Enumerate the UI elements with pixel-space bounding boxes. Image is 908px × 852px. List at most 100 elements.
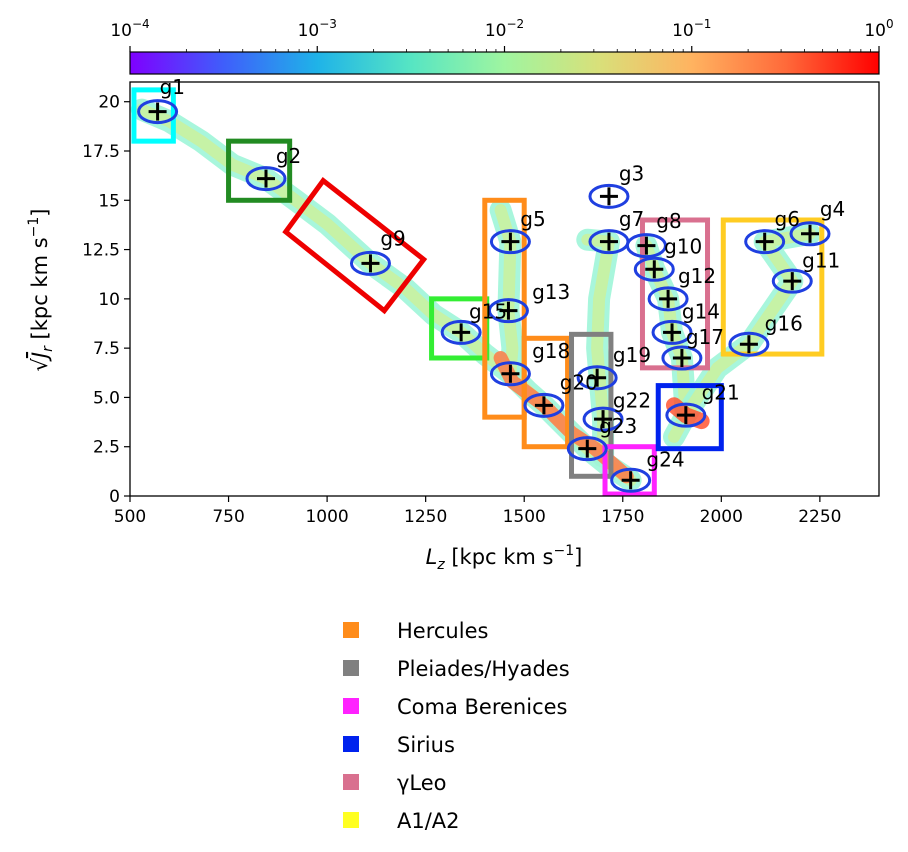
group-label: g5 [520, 207, 545, 231]
group-ellipse [771, 268, 813, 294]
group-ellipse [610, 467, 652, 493]
legend: Hercules Pleiades/Hyades Coma Berenices Sir… [343, 619, 570, 833]
group-label: g19 [613, 343, 651, 367]
group-label: g23 [599, 414, 637, 438]
colorbar-tick-label: 10−1 [672, 17, 711, 41]
sirius-box [655, 383, 724, 452]
group-g5: g5 [489, 207, 546, 255]
x-tick-label: 1750 [601, 507, 644, 527]
y-tick-label: 20 [98, 93, 120, 113]
colorbar-tick-label: 10−4 [110, 17, 149, 41]
legend-item: A1/A2 [343, 809, 460, 833]
y-tick-label: 2.5 [93, 438, 120, 458]
y-tick-label: 7.5 [93, 339, 120, 359]
group-ellipse [245, 166, 287, 192]
x-tick-label: 1250 [404, 507, 447, 527]
group-g1: g1 [137, 75, 185, 125]
group-ellipse [566, 436, 608, 462]
group-ellipse [582, 406, 624, 432]
group-label: g4 [820, 197, 845, 221]
y-tick-label: 0 [109, 487, 120, 507]
colorbar: 10−4 10−3 10−2 10−1 100 [110, 17, 894, 75]
group-ellipse [137, 99, 179, 125]
g9-box [282, 177, 428, 315]
colorbar-tick-label: 10−3 [298, 17, 337, 41]
group-label: g7 [619, 207, 644, 231]
group-ellipse [588, 183, 630, 209]
legend-label: Coma Berenices [397, 695, 567, 719]
group-ellipse [489, 229, 531, 255]
y-tick-label: 17.5 [82, 142, 120, 162]
x-axis-ticks: 500 750 1000 1250 1500 1750 2000 2250 [114, 496, 842, 527]
y-tick-label: 10 [98, 290, 120, 310]
group-label: g16 [765, 311, 803, 335]
x-tick-label: 1500 [503, 507, 546, 527]
g1-box [131, 87, 176, 144]
group-g19: g19 [576, 343, 651, 391]
legend-swatch [343, 698, 359, 714]
colorbar-bar [129, 51, 880, 75]
legend-swatch [343, 622, 359, 638]
group-label: g8 [656, 209, 681, 233]
group-label: g11 [802, 248, 840, 272]
legend-swatch [343, 812, 359, 828]
svg-text:√Jr [kpc km s−1]: √Jr [kpc km s−1] [26, 208, 56, 371]
group-ellipse [661, 345, 703, 371]
y-tick-label: 5.0 [93, 388, 120, 408]
legend-label: Pleiades/Hyades [397, 657, 570, 681]
group-label: g22 [613, 388, 651, 412]
x-tick-label: 750 [212, 507, 244, 527]
coma-box [602, 444, 657, 497]
x-tick-label: 2250 [798, 507, 841, 527]
x-tick-label: 500 [114, 507, 146, 527]
group-ellipse [576, 365, 618, 391]
colorbar-ticks: 10−4 10−3 10−2 10−1 100 [110, 17, 894, 52]
group-ellipse [633, 256, 675, 282]
group-g6: g6 [744, 207, 800, 255]
legend-swatch [343, 774, 359, 790]
group-g24: g24 [610, 447, 685, 493]
group-label: g1 [160, 75, 185, 99]
group-g11: g11 [771, 248, 840, 294]
legend-swatch [343, 736, 359, 752]
x-tick-label: 2000 [700, 507, 743, 527]
group-ellipse [651, 319, 693, 345]
group-label: g3 [619, 162, 644, 186]
a1a2-box [720, 217, 825, 357]
x-tick-label: 1000 [305, 507, 348, 527]
group-label: g20 [560, 371, 598, 395]
group-label: g21 [702, 380, 740, 404]
group-g15: g15 [440, 300, 507, 345]
plot-frame [129, 81, 880, 497]
legend-item: Hercules [343, 619, 488, 643]
group-ellipse [647, 286, 689, 312]
group-g10: g10 [633, 235, 702, 282]
y-tick-label: 12.5 [82, 241, 120, 261]
group-ellipse [665, 402, 707, 428]
group-g14: g14 [651, 300, 720, 345]
legend-item: γLeo [343, 771, 447, 795]
group-g3: g3 [588, 162, 644, 209]
group-ellipse [728, 331, 770, 357]
plot-area: g1 g2 g3 g4 g5 g6 g7 g8 g9 g10 g11 g12 g13 g14 g15 g16 g… [82, 75, 880, 527]
group-g16: g16 [728, 311, 803, 357]
colorbar-tick-label: 10−2 [485, 17, 524, 41]
group-label: g24 [646, 447, 684, 471]
group-g8: g8 [625, 209, 682, 259]
group-ellipse [625, 233, 667, 259]
group-ellipse [487, 298, 529, 324]
group-g9: g9 [349, 227, 406, 276]
hercules-box-2 [521, 335, 571, 450]
group-ellipse [349, 250, 391, 276]
group-g13: g13 [487, 280, 570, 324]
group-g20: g20 [523, 371, 598, 418]
group-label: g15 [469, 300, 507, 324]
group-ellipse [489, 361, 531, 387]
group-g21: g21 [665, 380, 740, 428]
group-ellipse [440, 319, 482, 345]
group-label: g14 [682, 300, 720, 324]
group-label: g17 [686, 325, 724, 349]
legend-label: Sirius [397, 733, 455, 757]
legend-item: Sirius [343, 733, 455, 757]
